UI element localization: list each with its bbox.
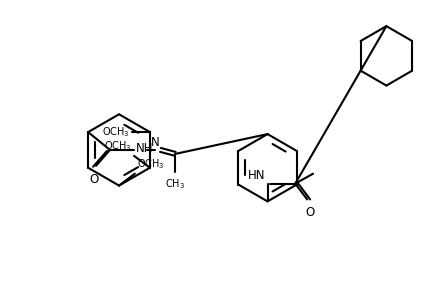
Text: OCH$_3$: OCH$_3$: [104, 139, 132, 153]
Text: OCH$_3$: OCH$_3$: [103, 125, 130, 139]
Text: O: O: [90, 173, 99, 186]
Text: HN: HN: [248, 169, 265, 181]
Text: OCH$_3$: OCH$_3$: [137, 157, 165, 171]
Text: N: N: [151, 136, 160, 149]
Text: NH: NH: [136, 143, 153, 155]
Text: CH$_3$: CH$_3$: [165, 178, 185, 191]
Text: O: O: [306, 206, 315, 219]
